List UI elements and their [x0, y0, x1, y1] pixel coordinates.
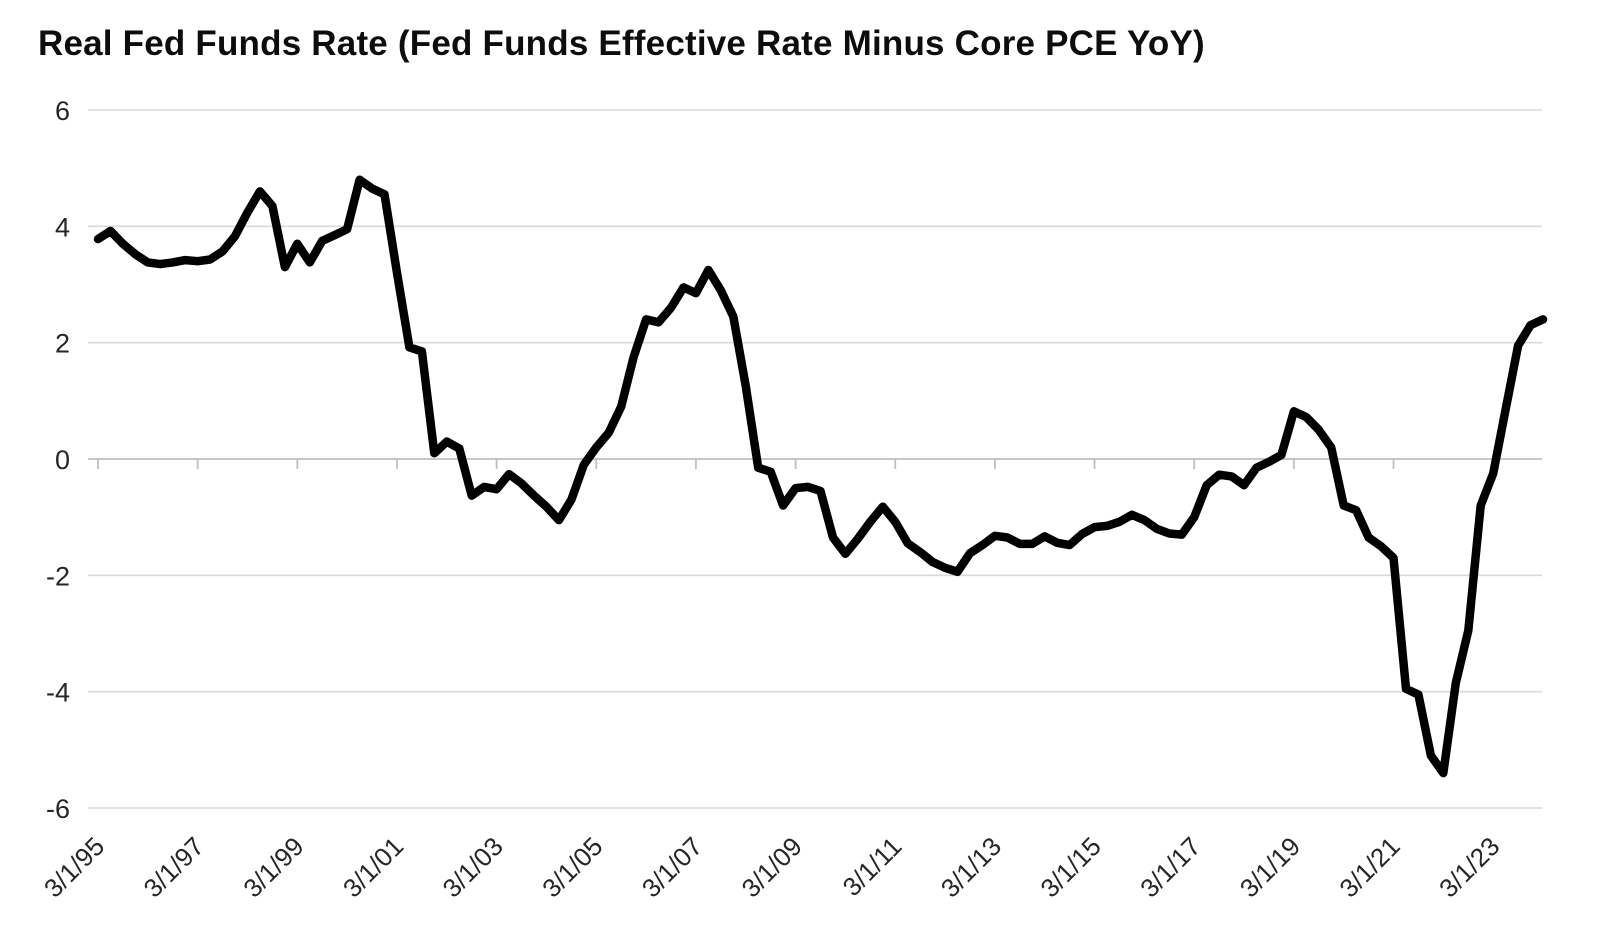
- y-axis-labels: 6 4 2 0 -2 -4 -6: [46, 96, 70, 824]
- y-label--2: -2: [46, 561, 70, 591]
- y-label--6: -6: [46, 794, 70, 824]
- series-line: [93, 175, 1548, 778]
- x-tick-label-3/1/97: 3/1/97: [138, 831, 210, 903]
- x-tick-label-3/1/21: 3/1/21: [1333, 831, 1405, 903]
- x-tick-label-3/1/17: 3/1/17: [1134, 831, 1206, 903]
- x-tick-label-3/1/13: 3/1/13: [935, 831, 1007, 903]
- x-tick-label-3/1/09: 3/1/09: [735, 831, 807, 903]
- y-label-6: 6: [55, 96, 70, 126]
- x-axis-tick-labels: 3/1/95 3/1/97 3/1/99 3/1/01 3/1/03 3/1/05 3/1/…: [38, 831, 1506, 903]
- x-tick-label-3/1/11: 3/1/11: [837, 831, 908, 902]
- x-tick-label-3/1/19: 3/1/19: [1234, 831, 1306, 903]
- series-path: [93, 175, 1548, 778]
- y-label-0: 0: [55, 445, 70, 475]
- x-tick-label-3/1/99: 3/1/99: [237, 831, 309, 903]
- x-axis: [88, 458, 1542, 469]
- x-tick-label-3/1/15: 3/1/15: [1034, 831, 1106, 903]
- x-tick-label-3/1/23: 3/1/23: [1433, 831, 1505, 903]
- chart-title: Real Fed Funds Rate (Fed Funds Effective…: [38, 24, 1205, 63]
- y-label--4: -4: [46, 678, 70, 708]
- y-label-4: 4: [55, 212, 70, 242]
- y-gridlines: [88, 109, 1542, 809]
- x-tick-label-3/1/01: 3/1/01: [337, 831, 409, 903]
- y-label-2: 2: [55, 329, 70, 359]
- x-tick-label-3/1/03: 3/1/03: [437, 831, 509, 903]
- x-tick-label-3/1/05: 3/1/05: [536, 831, 608, 903]
- x-tick-label-3/1/07: 3/1/07: [636, 831, 708, 903]
- x-tick-label-3/1/95: 3/1/95: [38, 831, 110, 903]
